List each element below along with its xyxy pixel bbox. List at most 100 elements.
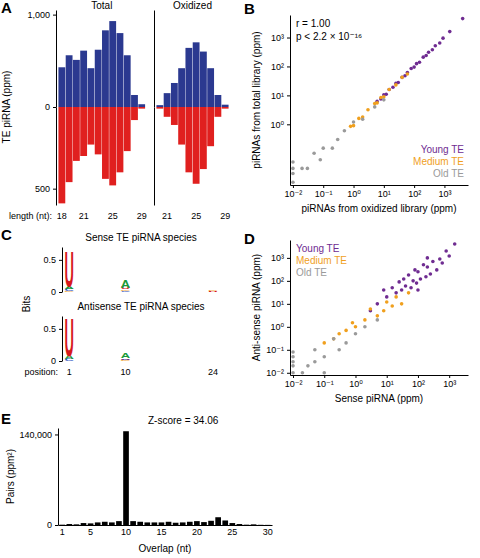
bar — [58, 67, 65, 107]
bar — [251, 524, 257, 525]
bar — [164, 107, 171, 117]
logo-letter: A — [89, 361, 99, 362]
point — [291, 360, 295, 364]
logo-letter: C — [71, 361, 81, 362]
point — [413, 268, 417, 272]
logo-letter: U — [139, 361, 149, 362]
point — [438, 257, 442, 261]
logo-letter: G — [139, 361, 149, 362]
bar — [123, 431, 129, 525]
tick-label: 30 — [263, 527, 273, 537]
logo-letter: A — [108, 292, 118, 293]
point — [419, 277, 423, 281]
point — [291, 371, 295, 375]
tick-mark — [444, 185, 445, 188]
logo-letter: C — [152, 361, 162, 362]
logo-letter: U — [83, 292, 93, 293]
point — [376, 302, 380, 306]
tick: 10⁻² — [266, 368, 290, 378]
x-axis: 151015202530 — [59, 525, 273, 537]
point — [415, 281, 419, 285]
point — [337, 348, 341, 352]
tick-mark — [287, 327, 290, 328]
point — [366, 108, 370, 112]
tick: 10 — [120, 365, 130, 377]
logo-letter: U — [102, 361, 112, 362]
bar — [138, 104, 145, 107]
y-axis: 0 140,000 — [19, 429, 58, 531]
logo-letter: G — [152, 292, 162, 293]
logo-letter: A — [146, 292, 156, 293]
logo-letter: G — [139, 292, 149, 293]
bar — [87, 107, 94, 145]
tick-mark — [59, 361, 62, 362]
logo-letter: A — [133, 292, 143, 293]
tick-mark — [414, 185, 415, 188]
tick-mark — [59, 260, 62, 261]
tick-label: 15 — [156, 527, 166, 537]
title: Antisense TE piRNA species — [77, 301, 204, 312]
logo-letter: A — [121, 278, 131, 291]
tick: 0.5 — [43, 255, 62, 265]
legend-entry: Medium TE — [413, 156, 464, 167]
tick-label: 10² — [271, 62, 284, 72]
point — [387, 88, 391, 92]
tick: 10³ — [271, 253, 290, 263]
point — [363, 325, 367, 329]
point — [406, 72, 410, 76]
bar — [95, 522, 101, 525]
tick-label: 10³ — [443, 379, 456, 389]
point — [291, 160, 295, 164]
tick-label: 10¹ — [271, 299, 284, 309]
bar — [164, 93, 171, 107]
point — [421, 55, 425, 59]
point — [461, 17, 465, 21]
logo-letter: U — [89, 292, 99, 293]
point — [351, 321, 355, 325]
bar — [215, 517, 221, 525]
logo-letter: A — [127, 292, 137, 293]
point — [431, 260, 435, 264]
logo-letter: C — [146, 361, 156, 362]
point — [313, 360, 317, 364]
bar — [156, 107, 163, 109]
tick-label: 21 — [79, 211, 89, 221]
logo-letter: A — [139, 292, 149, 293]
point — [441, 36, 445, 40]
point — [369, 307, 373, 311]
bar — [117, 107, 124, 172]
logo-letter: C — [96, 361, 106, 362]
logo-letter: A — [96, 292, 106, 293]
logo-letter: C — [102, 292, 112, 293]
logo-letter: A — [77, 292, 87, 293]
bar — [171, 107, 178, 125]
point — [331, 146, 335, 150]
tick: 1 — [67, 365, 72, 377]
bar — [87, 68, 94, 107]
tick: 15 — [156, 525, 166, 537]
annotation: r = 1.00 — [296, 18, 331, 29]
logo-letter: A — [121, 352, 131, 360]
logo-letter: U — [89, 361, 99, 362]
point — [343, 129, 347, 133]
tick-label: 140,000 — [19, 430, 52, 440]
point — [312, 151, 316, 155]
point — [404, 284, 408, 288]
x-axis: 11024 — [67, 365, 218, 377]
point — [400, 76, 404, 80]
logo-letter: G — [145, 292, 155, 293]
bar — [102, 522, 108, 525]
logo-letter: C — [152, 292, 162, 293]
point — [291, 180, 295, 184]
tick-label: 0 — [47, 520, 52, 530]
y2-axis — [154, 108, 155, 206]
bar — [166, 522, 172, 525]
tick-label: 10⁰ — [347, 189, 361, 199]
plot-area — [156, 42, 228, 183]
tick: 21 — [79, 209, 89, 221]
logo-letter: U — [208, 361, 218, 362]
logo-letter: A — [152, 361, 162, 362]
point — [385, 295, 389, 299]
tick-mark — [53, 189, 56, 190]
logo-letter: C — [164, 361, 174, 362]
